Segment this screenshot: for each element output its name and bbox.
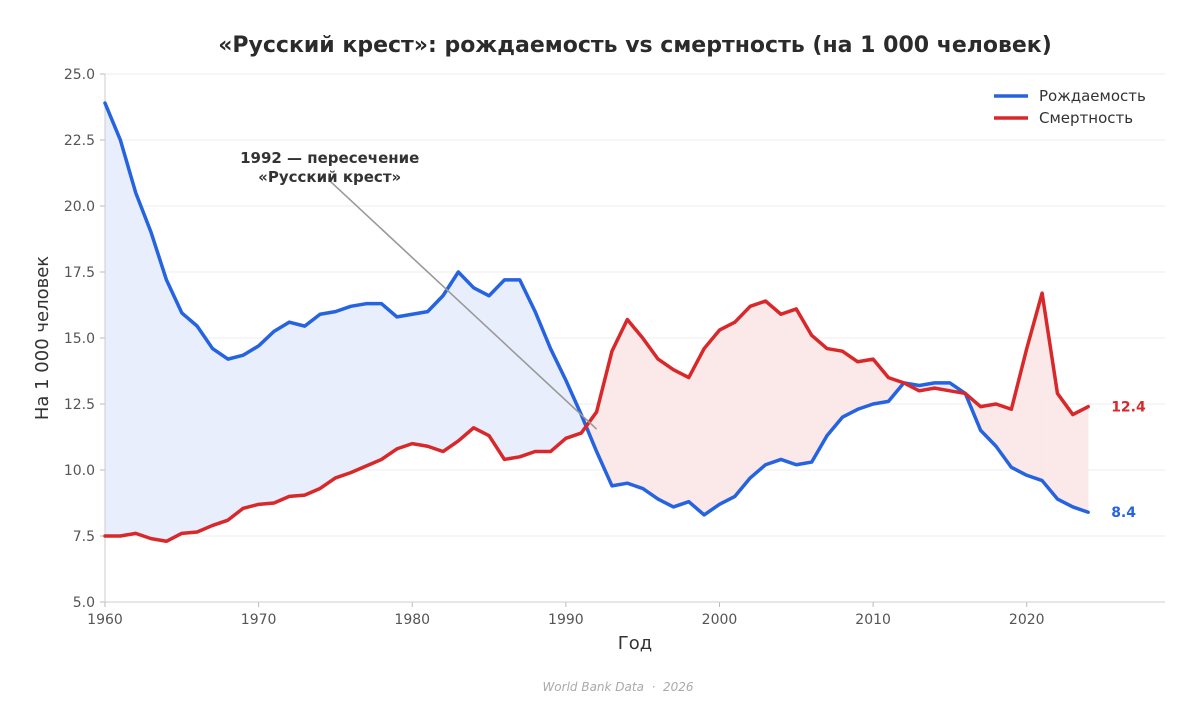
x-tick-label-4: 2000 [702,612,738,628]
fill-band [458,271,474,442]
fill-band [289,321,306,497]
fill-band [212,347,229,526]
fill-band [473,287,490,437]
y-axis-label: На 1 000 человек [32,256,53,420]
fill-band [488,279,505,461]
fill-band [150,232,167,542]
chart-title: «Русский крест»: рождаемость vs смертнос… [218,33,1052,58]
fill-band [765,300,782,466]
source-note: World Bank Data · 2026 [542,680,693,694]
fill-band [673,369,690,508]
fill-band [749,300,766,479]
y-tick-label-1: 7.5 [73,529,95,545]
y-tick-label-3: 12.5 [64,397,95,413]
legend: Рождаемость Смертность [994,87,1146,127]
fill-band [734,305,751,498]
fill-band [227,354,244,521]
y-tick-label-2: 10.0 [64,463,95,479]
y-tick-label-0: 5.0 [73,595,95,611]
x-tick-label-1: 1970 [241,612,277,628]
legend-label-1: Смертность [1039,109,1133,127]
fill-band [427,295,444,452]
fill-band [242,345,259,509]
y-tick-label-8: 25.0 [64,67,95,83]
series-lines [103,101,1090,544]
fill-band [350,303,367,474]
fill-band [642,337,659,500]
fill-band [703,329,720,516]
fill-band [396,313,413,450]
x-tick-label-3: 1990 [548,612,584,628]
annotation-line-0: 1992 — пересечение [240,149,419,167]
fill-band [365,303,382,467]
x-axis-label: Год [618,633,652,654]
fill-band [166,279,183,542]
end-labels: 8.4 12.4 [1111,400,1146,522]
end-label-1: 12.4 [1111,400,1146,416]
x-tick-label-2: 1980 [394,612,430,628]
x-tick-label-5: 2010 [855,612,891,628]
fill-band [411,311,428,447]
fill-band [780,308,797,466]
fill-band [319,311,336,490]
fill-band [857,358,874,410]
fill-band [1041,293,1058,500]
fill-band [1072,406,1089,513]
fill-band [120,139,137,537]
axes: 5.0 7.5 10.0 12.5 15.0 17.5 20.0 22.5 25.0 1960 19… [64,67,1165,628]
x-tick-label-0: 1960 [87,612,123,628]
fill-band [1011,348,1028,476]
x-tick-label-6: 2020 [1009,612,1045,628]
fill-band [335,305,352,479]
series-line-birth [103,101,1090,517]
annotation-arrow [329,180,598,430]
legend-label-0: Рождаемость [1039,87,1146,105]
fill-band [504,279,521,460]
fill-band [304,313,321,496]
y-tick-label-6: 20.0 [64,199,95,215]
annotation-line-1: «Русский крест» [258,168,401,186]
y-tick-label-7: 22.5 [64,133,95,149]
fill-band [719,321,736,505]
y-tick-label-4: 15.0 [64,331,95,347]
annotation: 1992 — пересечение«Русский крест» [240,149,598,430]
fill-band [104,102,121,537]
fill-band [135,192,152,540]
y-tick-label-5: 17.5 [64,265,95,281]
fill-band [627,318,643,489]
fill-band [381,303,398,461]
fill-band [273,321,290,504]
series-line-death [103,291,1090,544]
fill-band [196,325,213,533]
fill-band [258,330,275,505]
area-fills [104,102,1089,542]
end-label-0: 8.4 [1111,505,1136,521]
fill-band [657,358,674,508]
fill-band [181,312,198,534]
